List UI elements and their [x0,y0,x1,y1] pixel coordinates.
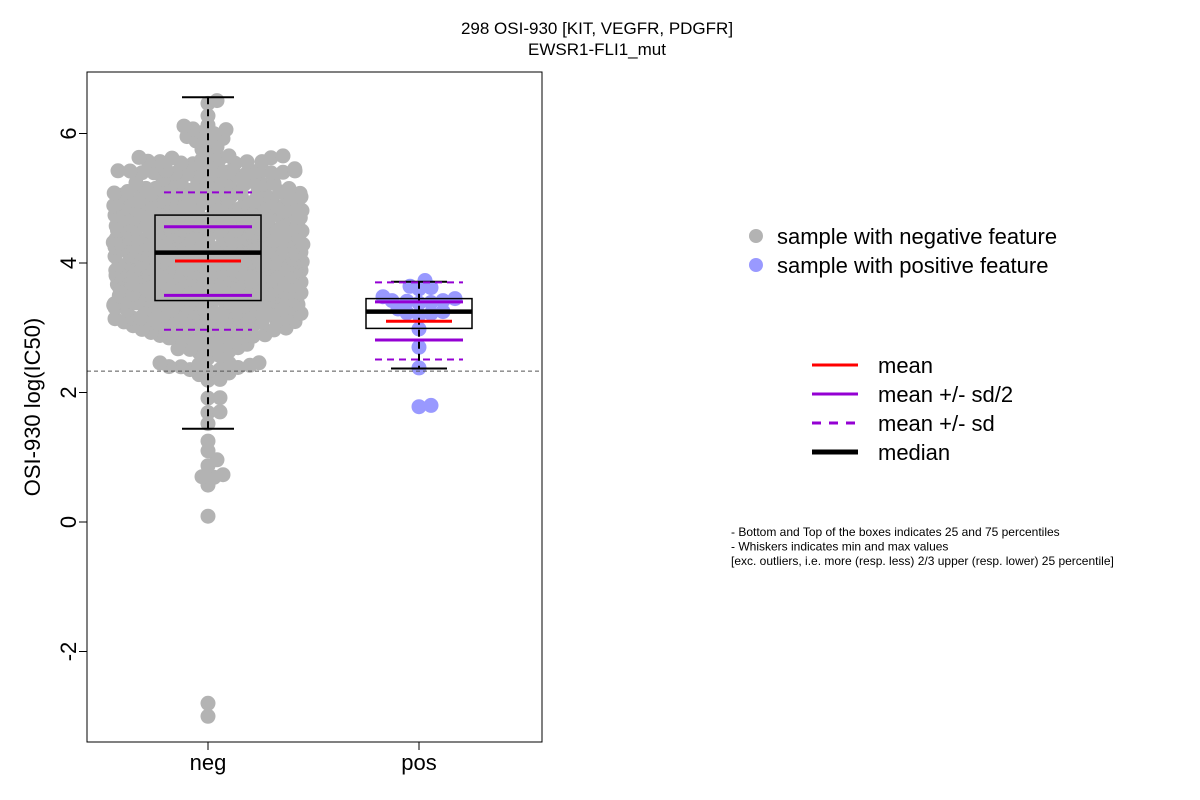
neg-sample-point [146,165,162,181]
data-points [105,93,463,724]
y-tick-label: 2 [56,386,81,398]
legend-point-label: sample with negative feature [777,224,1057,249]
neg-sample-point [287,161,303,177]
y-tick-label: 0 [56,516,81,528]
neg-sample-point [215,467,231,483]
neg-sample-point [200,508,216,524]
neg-sample-point [122,163,138,179]
neg-box [154,214,262,302]
legend-line-label: mean [878,353,933,378]
y-axis-label: OSI-930 log(IC50) [20,318,45,497]
neg-sample-point [110,163,126,179]
neg-sample-point [200,695,216,711]
note-line: [exc. outliers, i.e. more (resp. less) 2… [731,554,1114,568]
neg-sample-point [194,469,210,485]
pos-sample-point [417,273,433,288]
legend-line-label: median [878,440,950,465]
neg-sample-point [251,355,267,371]
neg-sample-point [239,154,255,170]
legend: sample with negative feature sample with … [749,224,1057,465]
neg-sample-point [275,164,291,180]
chart-title: 298 OSI-930 [KIT, VEGFR, PDGFR] [461,19,733,38]
neg-sample-point [152,154,168,170]
neg-sample-point [106,185,122,201]
neg-sample-point [212,404,228,420]
neg-sample-point [212,390,228,406]
neg-sample-point [176,118,192,134]
pos-sample-point [411,399,427,415]
note-line: - Bottom and Top of the boxes indicates … [731,525,1060,539]
neg-sample-point [281,181,297,196]
neg-sample-point [221,148,237,164]
neg-sample-point [263,150,279,166]
neg-sample-point [263,165,279,181]
y-tick-label: 6 [56,127,81,139]
neg-sample-point [209,93,225,109]
y-tick-label: -2 [56,642,81,662]
chart-subtitle: EWSR1-FLI1_mut [528,40,666,59]
neg-sample-point [200,433,216,449]
legend-point-marker [749,258,763,272]
neg-sample-point [152,355,168,371]
legend-line-label: mean +/- sd [878,411,995,436]
neg-sample-point [200,708,216,724]
neg-sample-point [164,150,180,166]
x-tick-label: neg [190,750,227,775]
legend-line-label: mean +/- sd/2 [878,382,1013,407]
axes: -2 0 2 4 6 neg pos [56,127,437,775]
neg-sample-point [131,149,147,165]
y-tick-label: 4 [56,257,81,269]
legend-point-marker [749,229,763,243]
notes: - Bottom and Top of the boxes indicates … [731,525,1114,568]
pos-sample-point [423,397,439,413]
neg-sample-point [134,165,150,181]
note-line: - Whiskers indicates min and max values [731,540,948,554]
summary-statistics [87,96,542,430]
neg-sample-point [107,311,123,327]
neg-sample-point [275,148,291,164]
legend-point-label: sample with positive feature [777,253,1048,278]
neg-sample-point [218,122,234,138]
x-tick-label: pos [401,750,436,775]
neg-sample-point [173,359,189,375]
